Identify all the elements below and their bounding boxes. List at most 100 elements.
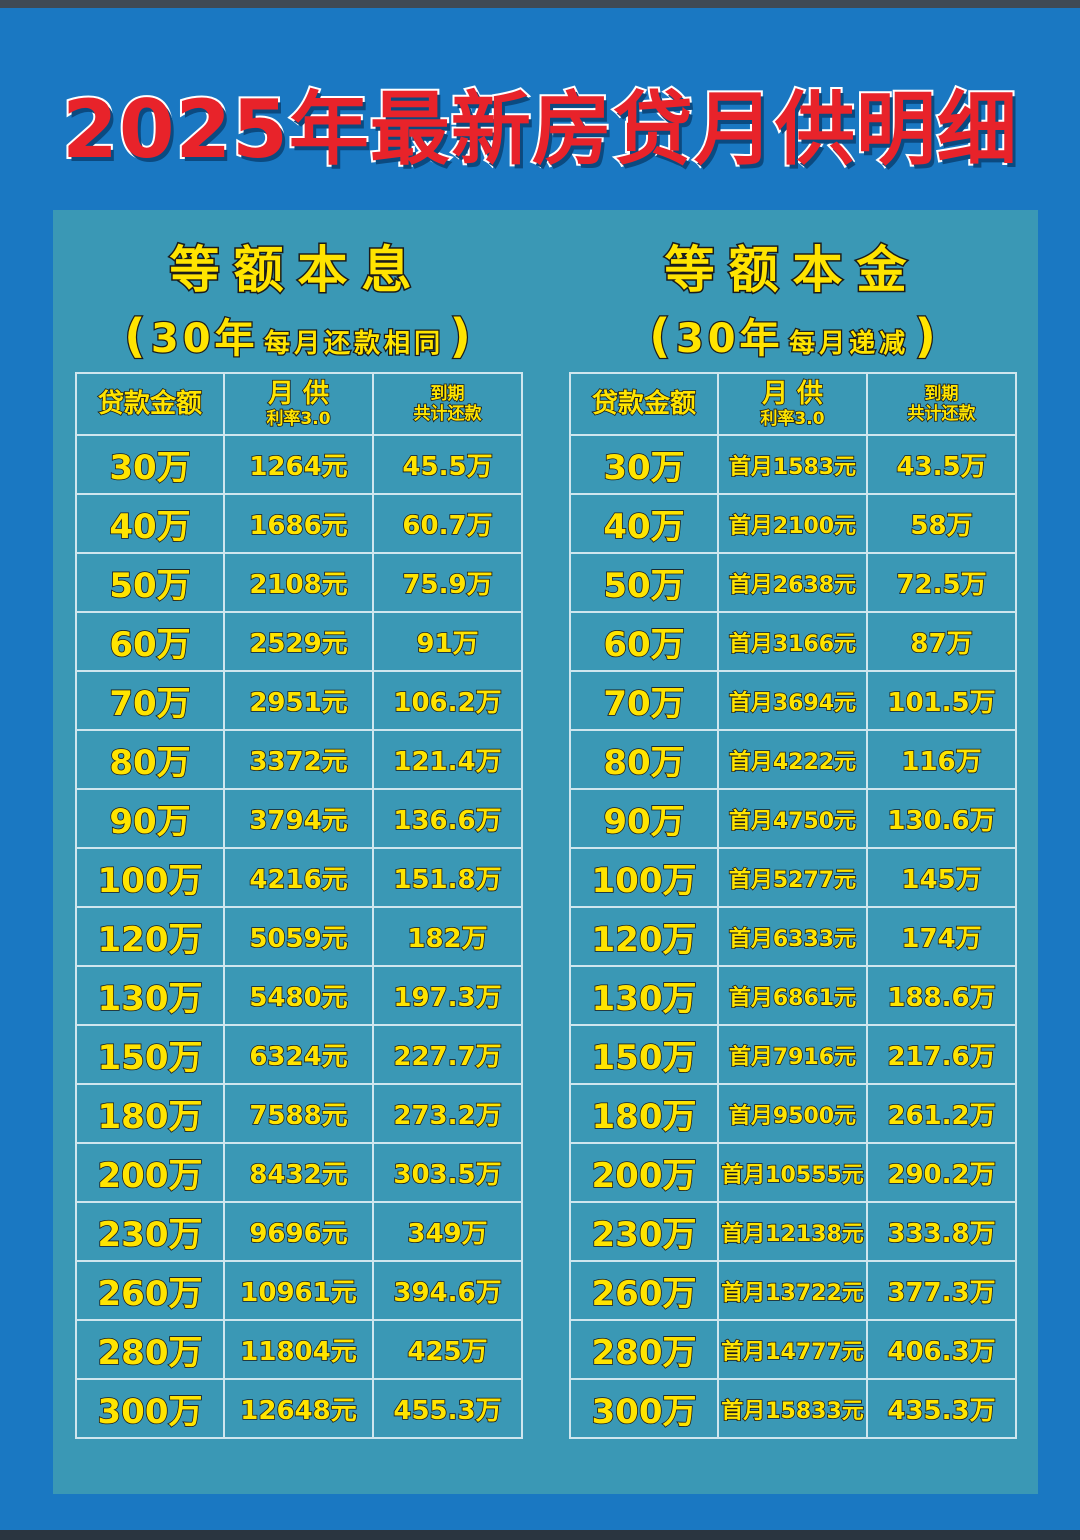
total-repayment-cell: 290.2万 [866,1142,1017,1203]
monthly-payment-cell: 11804元 [223,1319,374,1380]
loan-amount-cell: 180万 [569,1083,719,1144]
table-row: 80万 首月4222元 116万 [569,729,1017,790]
monthly-payment-cell: 首月12138元 [717,1201,868,1262]
total-repayment-cell: 45.5万 [372,434,523,495]
table-row: 100万 首月5277元 145万 [569,847,1017,908]
loan-table-equal-installment: 贷款金额 月 供 利率3.0 到期 共计还款 30万 1264元 45.5万 40万 1… [75,372,523,1439]
total-label-line2: 共计还款 [907,403,977,425]
loan-amount-cell: 80万 [569,729,719,790]
section-subtitle: ( 30年 每月递减 ) [570,308,1015,375]
total-label-line1: 到期 [430,383,466,405]
monthly-payment-cell: 10961元 [223,1260,374,1321]
loan-amount-cell: 30万 [569,434,719,495]
paren-open: ( [123,308,147,365]
table-header-row: 贷款金额 月 供 利率3.0 到期 共计还款 [569,372,1017,436]
monthly-payment-cell: 8432元 [223,1142,374,1203]
loan-amount-cell: 200万 [75,1142,225,1203]
loan-amount-cell: 100万 [569,847,719,908]
top-border [0,0,1080,8]
loan-amount-cell: 90万 [569,788,719,849]
monthly-payment-cell: 首月15833元 [717,1378,868,1439]
total-repayment-cell: 188.6万 [866,965,1017,1026]
section-heading-equal-principal: 等额本金 ( 30年 每月递减 ) [570,240,1015,375]
repayment-note: 每月还款相同 [263,328,445,361]
table-row: 180万 7588元 273.2万 [75,1083,523,1144]
rate-label: 利率3.0 [266,408,332,430]
table-row: 130万 首月6861元 188.6万 [569,965,1017,1026]
total-repayment-cell: 182万 [372,906,523,967]
loan-amount-cell: 80万 [75,729,225,790]
loan-table-equal-principal: 贷款金额 月 供 利率3.0 到期 共计还款 30万 首月1583元 43.5万 40… [569,372,1017,1439]
monthly-payment-cell: 首月10555元 [717,1142,868,1203]
loan-amount-cell: 120万 [75,906,225,967]
table-row: 180万 首月9500元 261.2万 [569,1083,1017,1144]
table-row: 280万 11804元 425万 [75,1319,523,1380]
total-repayment-cell: 197.3万 [372,965,523,1026]
loan-amount-cell: 130万 [75,965,225,1026]
monthly-payment-cell: 3372元 [223,729,374,790]
table-row: 300万 首月15833元 435.3万 [569,1378,1017,1439]
monthly-payment-cell: 2529元 [223,611,374,672]
column-header-amount: 贷款金额 [75,372,225,436]
monthly-payment-cell: 6324元 [223,1024,374,1085]
table-row: 200万 首月10555元 290.2万 [569,1142,1017,1203]
total-repayment-cell: 106.2万 [372,670,523,731]
table-row: 150万 首月7916元 217.6万 [569,1024,1017,1085]
loan-amount-cell: 300万 [75,1378,225,1439]
loan-amount-cell: 260万 [569,1260,719,1321]
loan-amount-cell: 260万 [75,1260,225,1321]
total-repayment-cell: 43.5万 [866,434,1017,495]
total-repayment-cell: 406.3万 [866,1319,1017,1380]
monthly-payment-cell: 首月3166元 [717,611,868,672]
table-row: 300万 12648元 455.3万 [75,1378,523,1439]
section-subtitle: ( 30年 每月还款相同 ) [75,308,520,375]
total-repayment-cell: 151.8万 [372,847,523,908]
total-label-line2: 共计还款 [413,403,483,425]
repayment-note: 每月递减 [788,328,910,361]
monthly-payment-cell: 9696元 [223,1201,374,1262]
table-row: 200万 8432元 303.5万 [75,1142,523,1203]
table-row: 260万 10961元 394.6万 [75,1260,523,1321]
table-row: 230万 首月12138元 333.8万 [569,1201,1017,1262]
bottom-border [0,1530,1080,1540]
monthly-label: 月 供 [761,378,824,410]
loan-amount-cell: 100万 [75,847,225,908]
monthly-payment-cell: 7588元 [223,1083,374,1144]
table-row: 100万 4216元 151.8万 [75,847,523,908]
monthly-payment-cell: 12648元 [223,1378,374,1439]
loan-amount-cell: 40万 [75,493,225,554]
table-row: 260万 首月13722元 377.3万 [569,1260,1017,1321]
total-repayment-cell: 333.8万 [866,1201,1017,1262]
total-repayment-cell: 394.6万 [372,1260,523,1321]
total-repayment-cell: 435.3万 [866,1378,1017,1439]
loan-amount-cell: 230万 [569,1201,719,1262]
table-row: 80万 3372元 121.4万 [75,729,523,790]
loan-amount-cell: 50万 [569,552,719,613]
loan-amount-cell: 40万 [569,493,719,554]
total-repayment-cell: 377.3万 [866,1260,1017,1321]
monthly-payment-cell: 4216元 [223,847,374,908]
total-repayment-cell: 227.7万 [372,1024,523,1085]
section-heading-equal-installment: 等额本息 ( 30年 每月还款相同 ) [75,240,520,375]
table-row: 280万 首月14777元 406.3万 [569,1319,1017,1380]
table-row: 230万 9696元 349万 [75,1201,523,1262]
loan-amount-cell: 70万 [569,670,719,731]
table-row: 40万 首月2100元 58万 [569,493,1017,554]
loan-amount-cell: 180万 [75,1083,225,1144]
rate-label: 利率3.0 [760,408,826,430]
table-row: 90万 3794元 136.6万 [75,788,523,849]
total-repayment-cell: 91万 [372,611,523,672]
table-header-row: 贷款金额 月 供 利率3.0 到期 共计还款 [75,372,523,436]
monthly-label: 月 供 [267,378,330,410]
monthly-payment-cell: 首月4222元 [717,729,868,790]
term-years: 30年 [675,315,784,364]
total-repayment-cell: 303.5万 [372,1142,523,1203]
loan-amount-cell: 130万 [569,965,719,1026]
table-row: 130万 5480元 197.3万 [75,965,523,1026]
loan-amount-cell: 90万 [75,788,225,849]
loan-amount-cell: 150万 [569,1024,719,1085]
loan-amount-cell: 30万 [75,434,225,495]
total-label-line1: 到期 [924,383,960,405]
monthly-payment-cell: 首月6861元 [717,965,868,1026]
monthly-payment-cell: 首月5277元 [717,847,868,908]
